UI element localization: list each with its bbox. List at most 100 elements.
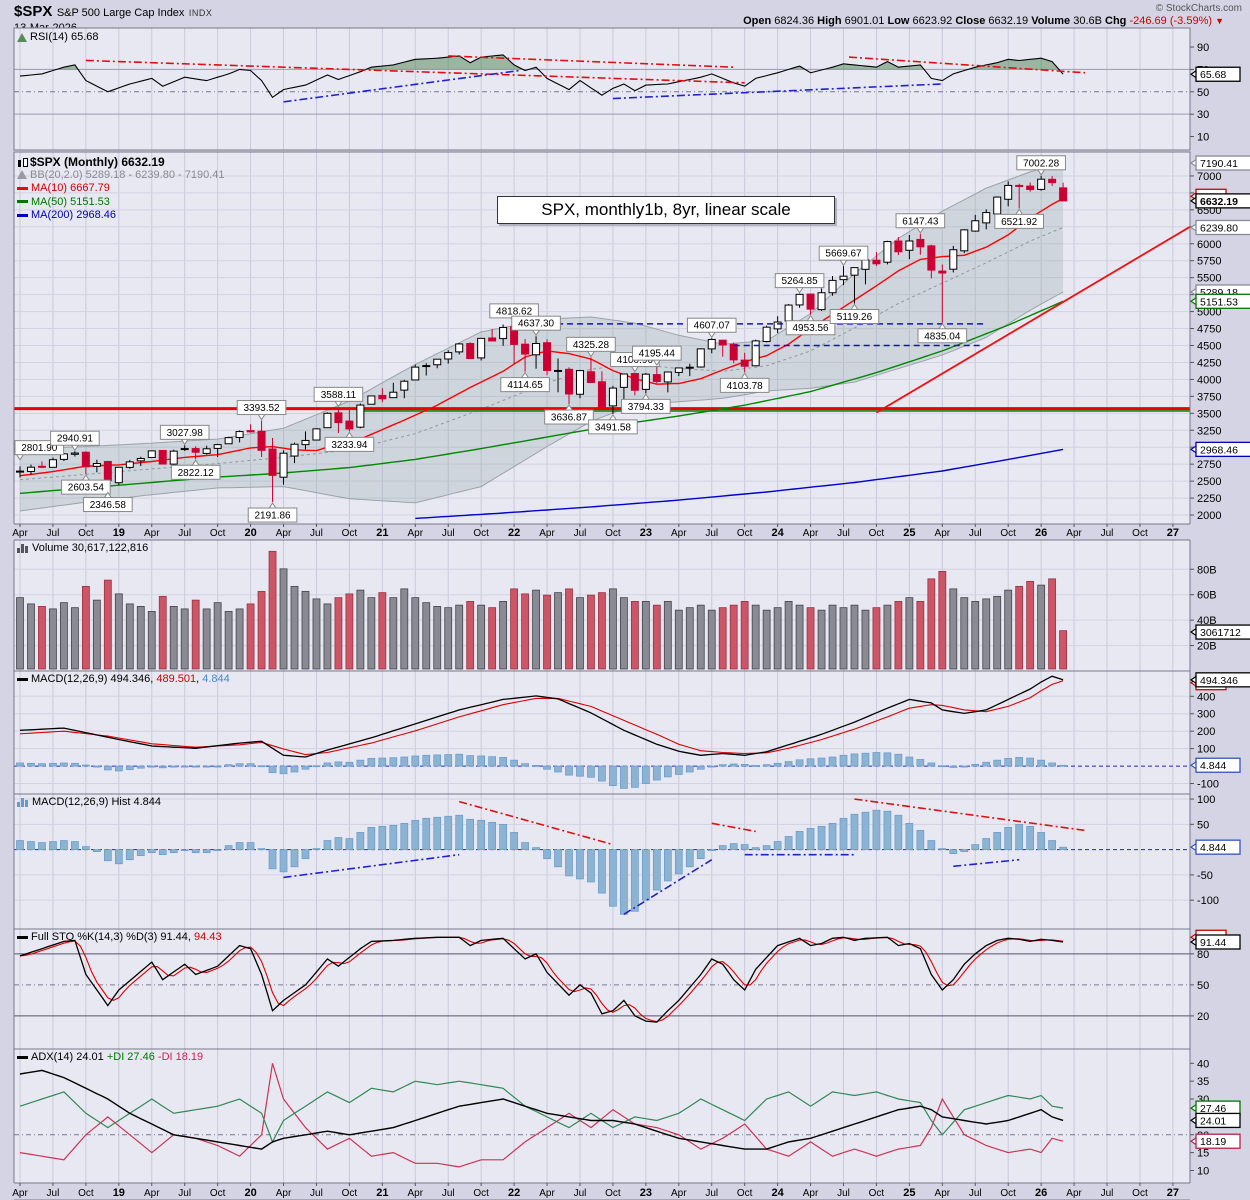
svg-text:3636.87: 3636.87 bbox=[551, 413, 588, 424]
candlestick bbox=[850, 267, 859, 276]
macd-hist-bar-small bbox=[268, 765, 277, 774]
macd-hist-bar bbox=[795, 831, 804, 850]
volume-bar bbox=[49, 608, 57, 670]
rsi-trend-annotation bbox=[85, 59, 745, 84]
stockcharts-credit: © StockCharts.com bbox=[1155, 3, 1242, 14]
x-axis-label: 25 bbox=[903, 1187, 915, 1199]
dash-black-icon bbox=[17, 935, 28, 939]
axis-value-box: 3061712 bbox=[1189, 624, 1250, 640]
axis-value-box: 7190.41 bbox=[1189, 155, 1250, 171]
macd-hist-bar-small bbox=[718, 764, 727, 767]
x-axis-label: Apr bbox=[276, 1188, 292, 1199]
y-axis-label: 15 bbox=[1197, 1148, 1209, 1160]
candlestick bbox=[301, 439, 310, 446]
candlestick bbox=[367, 395, 376, 405]
dash-black-icon bbox=[17, 1055, 28, 1059]
price-legend-row: BB(20,2.0) 5289.18 - 6239.80 - 7190.41 bbox=[17, 169, 224, 181]
price-label: 3233.94 bbox=[324, 431, 375, 452]
svg-text:3588.11: 3588.11 bbox=[321, 390, 357, 401]
svg-text:65.68: 65.68 bbox=[1200, 69, 1226, 81]
x-axis-label: Apr bbox=[671, 528, 687, 539]
legend-text: 489.501 bbox=[156, 673, 197, 685]
volume-bar bbox=[400, 588, 409, 670]
high-label: High bbox=[817, 15, 842, 27]
x-axis-label: Oct bbox=[605, 1188, 621, 1199]
macd-hist-bar bbox=[1004, 827, 1013, 850]
candlestick bbox=[543, 342, 552, 371]
volume-bar bbox=[356, 589, 365, 670]
volume-bar bbox=[674, 609, 683, 670]
volume-bar bbox=[641, 600, 650, 670]
price-label: 7002.28 bbox=[1016, 155, 1066, 176]
candlestick bbox=[70, 452, 79, 455]
volume-bar bbox=[861, 609, 870, 670]
macd-hist-bar-small bbox=[49, 762, 57, 767]
svg-text:4835.04: 4835.04 bbox=[924, 331, 961, 342]
candlestick bbox=[334, 412, 343, 424]
candlestick bbox=[400, 380, 409, 391]
candlestick bbox=[268, 448, 277, 476]
price-legend-row: $SPX (Monthly) 6632.19 bbox=[17, 155, 165, 169]
macd-hist-bar-small bbox=[257, 765, 266, 768]
volume-bar bbox=[685, 607, 694, 670]
legend-text: MA(50) 5151.53 bbox=[31, 195, 110, 208]
macd-hist-bar bbox=[806, 828, 815, 850]
candlestick bbox=[488, 337, 497, 342]
candlestick bbox=[389, 391, 398, 399]
candlestick bbox=[125, 461, 134, 468]
macd-hist-bar-small bbox=[850, 753, 859, 767]
macd-hist-bar-small bbox=[674, 765, 683, 775]
macd-hist-bar-small bbox=[795, 759, 804, 767]
candlestick bbox=[290, 443, 299, 457]
high-value: 6901.01 bbox=[844, 15, 885, 27]
macd-hist-bar-small bbox=[1015, 757, 1024, 767]
macd-hist-bar-small bbox=[982, 761, 991, 767]
candlestick bbox=[586, 371, 595, 383]
macd-hist-bar bbox=[1037, 832, 1045, 850]
x-axis-label: Apr bbox=[407, 1188, 423, 1199]
volume-bar bbox=[279, 568, 288, 670]
macd-panel bbox=[16, 675, 1067, 789]
macd-hist-bar bbox=[565, 849, 573, 877]
volume-bar bbox=[916, 600, 925, 670]
y-axis-label: 100 bbox=[1197, 744, 1215, 756]
x-axis-label: 21 bbox=[376, 1187, 388, 1199]
price-label: 4607.07 bbox=[686, 317, 737, 339]
candlestick bbox=[16, 470, 24, 473]
volume-bar bbox=[136, 606, 145, 670]
macd-hist-bar-small bbox=[422, 754, 431, 767]
volume-bar bbox=[477, 604, 486, 670]
volume-bar bbox=[718, 607, 727, 670]
volume-bar bbox=[389, 597, 398, 670]
candlestick bbox=[356, 404, 365, 428]
candlestick bbox=[1015, 184, 1024, 187]
volume-bar bbox=[927, 578, 936, 670]
macd-hist-bar bbox=[400, 822, 409, 850]
chg-label: Chg bbox=[1105, 15, 1127, 27]
x-axis-label: Jul bbox=[705, 528, 718, 539]
macd-hist-bar bbox=[817, 826, 826, 850]
x-axis-label: 27 bbox=[1167, 1187, 1179, 1199]
candlestick bbox=[960, 229, 969, 252]
macd-hist-bar bbox=[993, 832, 1002, 850]
volume-bar bbox=[411, 597, 420, 670]
volume-bar bbox=[1004, 589, 1013, 670]
x-axis-label: 20 bbox=[244, 1187, 256, 1199]
macd-hist-bar bbox=[883, 810, 892, 850]
axis-value-box: 5151.53 bbox=[1189, 293, 1250, 309]
candlestick bbox=[729, 343, 738, 361]
macd-hist-bar bbox=[488, 821, 496, 850]
axis-value-box: 6632.19 bbox=[1189, 193, 1250, 209]
macd-hist-bar bbox=[345, 838, 354, 850]
macd-hist-bar-small bbox=[488, 756, 496, 767]
price-label: 2822.12 bbox=[170, 459, 221, 480]
volume-bar bbox=[499, 600, 508, 670]
macd-hist-bar bbox=[466, 818, 475, 850]
macd-hist-bar-small bbox=[378, 757, 387, 767]
y-axis-label: 90 bbox=[1197, 42, 1209, 54]
candlestick bbox=[883, 241, 892, 263]
macd-hist-bar bbox=[652, 849, 661, 891]
volume-bar bbox=[971, 600, 980, 670]
macd-hist-bar bbox=[696, 849, 705, 860]
candlestick bbox=[257, 430, 266, 451]
